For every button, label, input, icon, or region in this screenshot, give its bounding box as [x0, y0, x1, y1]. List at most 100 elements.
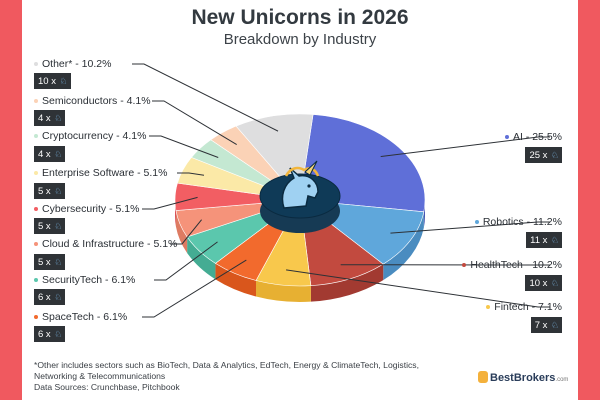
count-badge-text: 7 x — [534, 320, 548, 331]
count-badge-text: 5 x — [38, 257, 51, 268]
unicorn-icon: ♘ — [56, 76, 68, 86]
leader-line — [380, 136, 550, 158]
leader-line — [177, 172, 205, 176]
legend-dot — [34, 278, 38, 283]
count-badge: 5 x ♘ — [34, 254, 66, 270]
brand-logo-icon — [478, 371, 488, 383]
leader-line — [152, 100, 237, 145]
count-badge: 10 x ♘ — [34, 73, 71, 89]
slice-label: Cloud & Infrastructure - 5.1% — [34, 238, 177, 250]
infographic: New Unicorns in 2026 Breakdown by Indust… — [22, 0, 578, 400]
footnote-line: *Other includes sectors such as BioTech,… — [34, 360, 419, 370]
slice-label-text: Fintech - 7.1% — [494, 301, 562, 313]
legend-dot — [486, 305, 491, 310]
count-badge: 10 x ♘ — [525, 275, 562, 291]
legend-dot — [34, 315, 38, 320]
count-badge: 25 x ♘ — [525, 147, 562, 163]
slice-label-text: Other* - 10.2% — [42, 58, 112, 70]
slice-label-text: Cybersecurity - 5.1% — [42, 203, 140, 215]
slice-label: Cybersecurity - 5.1% — [34, 203, 139, 215]
slice-label-text: Robotics - 11.2% — [482, 216, 562, 228]
leader-line — [170, 219, 202, 245]
legend-dot — [474, 220, 479, 225]
unicorn-icon: ♘ — [51, 186, 63, 196]
pie-slice-side — [383, 211, 424, 281]
footnote: *Other includes sectors such as BioTech,… — [34, 360, 474, 393]
slice-label: SecurityTech - 6.1% — [34, 274, 135, 286]
chart-subtitle: Breakdown by Industry — [223, 31, 377, 48]
slice-label-text: SpaceTech - 6.1% — [42, 311, 128, 323]
leader-line — [132, 63, 279, 132]
count-badge: 5 x ♘ — [34, 218, 66, 234]
slice-label: Enterprise Software - 5.1% — [34, 167, 167, 179]
slice-label: Semiconductors - 4.1% — [34, 95, 151, 107]
slice-label: Fintech - 7.1% — [486, 301, 562, 313]
count-badge-text: 4 x — [38, 113, 51, 124]
count-badge: 11 x ♘ — [526, 232, 562, 248]
count-badge: 4 x ♘ — [34, 110, 66, 126]
leader-line — [149, 135, 219, 158]
count-badge-text: 10 x — [38, 76, 56, 87]
slice-label-text: Cryptocurrency - 4.1% — [42, 130, 147, 142]
legend-dot — [34, 207, 38, 212]
pie-slice-side — [256, 280, 311, 302]
count-badge-text: 11 x — [530, 235, 548, 246]
unicorn-icon: ♘ — [51, 329, 63, 339]
count-badge: 7 x ♘ — [530, 317, 562, 333]
count-badge-text: 5 x — [38, 186, 51, 197]
legend-dot — [34, 171, 38, 176]
slice-label: AI - 25.5% — [504, 131, 562, 143]
count-badge-text: 5 x — [38, 221, 51, 232]
unicorn-icon: ♘ — [51, 149, 63, 159]
data-sources: Data Sources: Crunchbase, Pitchbook — [34, 382, 180, 392]
count-badge-text: 4 x — [38, 149, 51, 160]
slice-label: Other* - 10.2% — [34, 58, 111, 70]
slice-label-text: SecurityTech - 6.1% — [42, 274, 136, 286]
unicorn-icon: ♘ — [548, 320, 559, 330]
leader-line — [286, 269, 550, 308]
pie-slice-side — [215, 263, 257, 297]
count-badge-text: 6 x — [38, 292, 51, 303]
unicorn-icon: ♘ — [51, 113, 63, 123]
unicorn-icon: ♘ — [548, 235, 559, 245]
unicorn-icon: ♘ — [548, 278, 559, 288]
count-badge: 4 x ♘ — [34, 146, 66, 162]
leader-line — [142, 259, 247, 318]
legend-dot — [462, 263, 467, 268]
count-badge: 6 x ♘ — [34, 289, 66, 305]
unicorn-icon: ♘ — [51, 292, 63, 302]
count-badge: 5 x ♘ — [34, 183, 66, 199]
brand-suffix: .com — [555, 377, 569, 383]
footnote-line: Networking & Telecommunications — [34, 371, 166, 381]
slice-label: Robotics - 11.2% — [474, 216, 562, 228]
legend-dot — [34, 134, 38, 139]
unicorn-icon: ♘ — [51, 257, 63, 267]
legend-dot — [34, 99, 38, 104]
slice-label-text: Semiconductors - 4.1% — [42, 95, 151, 107]
slice-label-text: AI - 25.5% — [512, 131, 562, 143]
unicorn-icon: ♘ — [548, 150, 559, 160]
count-badge-text: 10 x — [529, 278, 548, 289]
legend-dot — [34, 62, 38, 67]
slice-label: SpaceTech - 6.1% — [34, 311, 127, 323]
count-badge: 6 x ♘ — [34, 326, 66, 342]
pie-chart — [132, 63, 550, 318]
slice-label: Cryptocurrency - 4.1% — [34, 130, 146, 142]
slice-label-text: Cloud & Infrastructure - 5.1% — [42, 238, 178, 250]
unicorn-icon: ♘ — [51, 221, 63, 231]
count-badge-text: 6 x — [38, 329, 51, 340]
slice-label: HealthTech - 10.2% — [462, 259, 562, 271]
count-badge-text: 25 x — [529, 150, 548, 161]
leader-line — [154, 241, 218, 281]
leader-line — [390, 221, 550, 234]
slice-label-text: Enterprise Software - 5.1% — [42, 167, 168, 179]
legend-dot — [504, 135, 509, 140]
pie-slice-side — [187, 236, 216, 280]
leader-line — [142, 196, 198, 210]
slice-label-text: HealthTech - 10.2% — [470, 259, 562, 271]
unicorn-head-icon — [259, 160, 341, 233]
brand-logo: BestBrokers.com — [478, 371, 568, 384]
chart-title: New Unicorns in 2026 — [191, 6, 409, 29]
legend-dot — [34, 242, 38, 247]
brand-name: BestBrokers — [490, 372, 556, 384]
